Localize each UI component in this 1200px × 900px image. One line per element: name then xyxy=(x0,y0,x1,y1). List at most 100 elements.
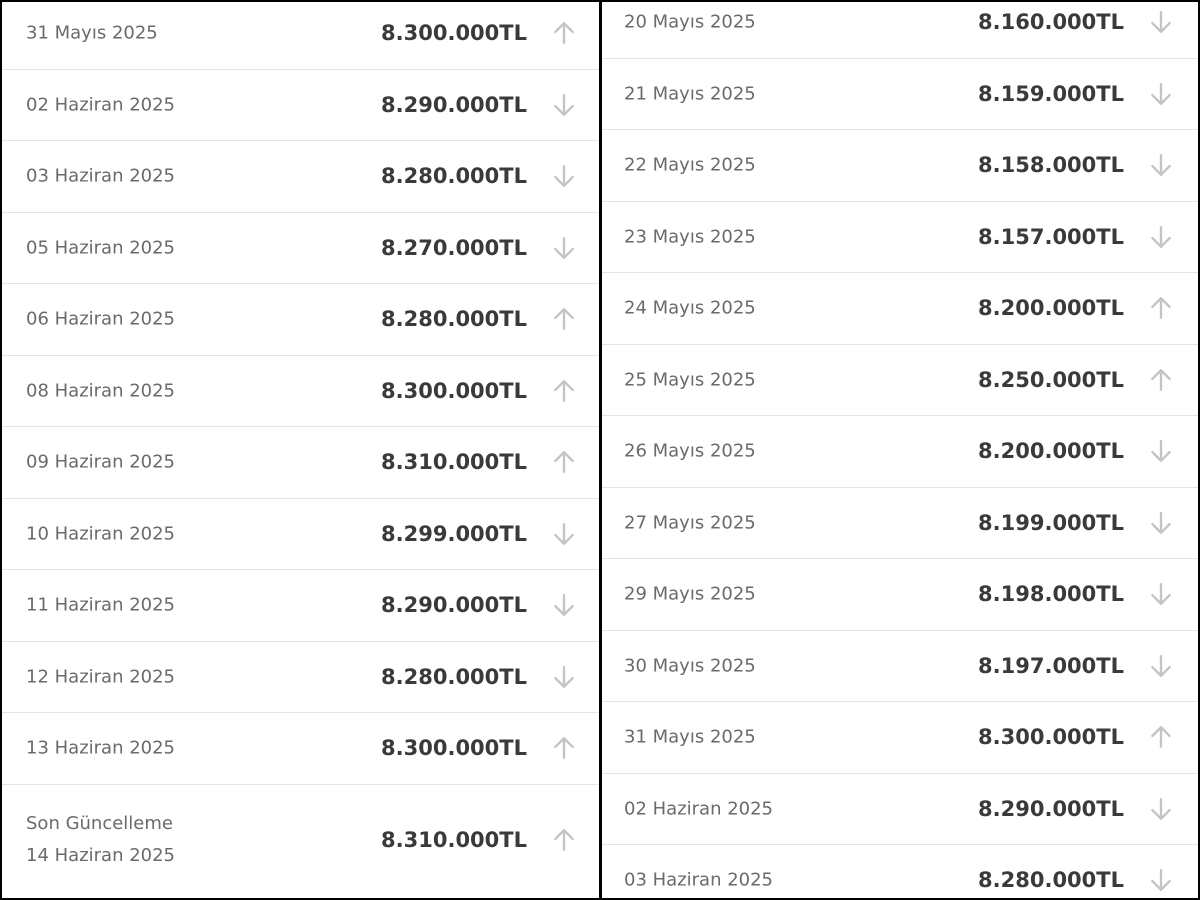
price-row: 08 Haziran 2025 8.300.000TL xyxy=(2,356,599,427)
price-row: 24 Mayıs 2025 8.200.000TL xyxy=(602,273,1198,345)
row-date: 03 Haziran 2025 xyxy=(624,869,774,891)
row-price: 8.199.000TL xyxy=(978,510,1124,535)
right-price-list: 20 Mayıs 2025 8.160.000TL 21 Mayıs 2025 8.1… xyxy=(602,2,1198,898)
price-row: 13 Haziran 2025 8.300.000TL xyxy=(2,713,599,785)
arrow-up-icon xyxy=(551,20,577,46)
row-date: 11 Haziran 2025 xyxy=(26,594,176,616)
arrow-up-icon xyxy=(551,735,577,761)
price-row: 05 Haziran 2025 8.270.000TL xyxy=(2,213,599,284)
row-price: 8.160.000TL xyxy=(978,10,1124,35)
price-row: 23 Mayıs 2025 8.157.000TL xyxy=(602,202,1198,273)
price-row: 10 Haziran 2025 8.299.000TL xyxy=(2,499,599,570)
arrow-up-icon xyxy=(551,306,577,332)
arrow-down-icon xyxy=(1148,438,1174,464)
row-date: 10 Haziran 2025 xyxy=(26,523,176,545)
price-row: 31 Mayıs 2025 8.300.000TL xyxy=(602,702,1198,774)
price-row: 25 Mayıs 2025 8.250.000TL xyxy=(602,345,1198,416)
row-date: 29 Mayıs 2025 xyxy=(624,583,756,605)
arrow-up-icon xyxy=(551,827,577,853)
arrow-down-icon xyxy=(1148,796,1174,822)
row-price: 8.200.000TL xyxy=(978,439,1124,464)
row-price: 8.200.000TL xyxy=(978,296,1124,321)
row-price: 8.300.000TL xyxy=(381,378,527,403)
price-row: 06 Haziran 2025 8.280.000TL xyxy=(2,284,599,356)
arrow-down-icon xyxy=(551,92,577,118)
right-price-list-panel: 20 Mayıs 2025 8.160.000TL 21 Mayıs 2025 8.1… xyxy=(602,2,1198,898)
price-row: 02 Haziran 2025 8.290.000TL xyxy=(602,774,1198,845)
row-date: 31 Mayıs 2025 xyxy=(624,726,756,748)
row-price: 8.280.000TL xyxy=(381,664,527,689)
arrow-up-icon xyxy=(1148,367,1174,393)
arrow-down-icon xyxy=(551,235,577,261)
row-price: 8.300.000TL xyxy=(381,736,527,761)
price-row: 31 Mayıs 2025 8.300.000TL xyxy=(2,2,599,70)
row-date: 02 Haziran 2025 xyxy=(624,798,774,820)
row-price: 8.198.000TL xyxy=(978,582,1124,607)
row-price: 8.157.000TL xyxy=(978,224,1124,249)
last-update-row: Son Güncelleme 14 Haziran 2025 8.310.000TL xyxy=(2,785,599,895)
row-date: 21 Mayıs 2025 xyxy=(624,83,756,105)
row-price: 8.280.000TL xyxy=(381,164,527,189)
price-row: 20 Mayıs 2025 8.160.000TL xyxy=(602,2,1198,59)
arrow-down-icon xyxy=(1148,9,1174,35)
row-date: 03 Haziran 2025 xyxy=(26,165,176,187)
row-price: 8.310.000TL xyxy=(381,450,527,475)
arrow-up-icon xyxy=(1148,295,1174,321)
price-row: 22 Mayıs 2025 8.158.000TL xyxy=(602,130,1198,202)
row-price: 8.280.000TL xyxy=(381,307,527,332)
arrow-down-icon xyxy=(1148,581,1174,607)
row-date: 23 Mayıs 2025 xyxy=(624,226,756,248)
row-price: 8.310.000TL xyxy=(381,827,527,852)
arrow-down-icon xyxy=(1148,867,1174,893)
row-price: 8.290.000TL xyxy=(978,796,1124,821)
arrow-down-icon xyxy=(551,521,577,547)
arrow-up-icon xyxy=(551,378,577,404)
price-row: 03 Haziran 2025 8.280.000TL xyxy=(2,141,599,213)
arrow-down-icon xyxy=(1148,653,1174,679)
row-price: 8.290.000TL xyxy=(381,593,527,618)
row-date: 24 Mayıs 2025 xyxy=(624,297,756,319)
arrow-up-icon xyxy=(551,449,577,475)
price-row: 09 Haziran 2025 8.310.000TL xyxy=(2,427,599,499)
row-date: 06 Haziran 2025 xyxy=(26,308,176,330)
row-date: 13 Haziran 2025 xyxy=(26,737,176,759)
row-date: 20 Mayıs 2025 xyxy=(624,11,756,33)
price-row: 02 Haziran 2025 8.290.000TL xyxy=(2,70,599,141)
row-price: 8.299.000TL xyxy=(381,521,527,546)
price-row: 03 Haziran 2025 8.280.000TL xyxy=(602,845,1198,898)
left-price-list: 31 Mayıs 2025 8.300.000TL 02 Haziran 2025 8… xyxy=(2,2,599,895)
arrow-down-icon xyxy=(551,592,577,618)
row-price: 8.158.000TL xyxy=(978,153,1124,178)
last-update-date: 14 Haziran 2025 xyxy=(26,844,176,866)
row-date: 26 Mayıs 2025 xyxy=(624,440,756,462)
arrow-down-icon xyxy=(1148,510,1174,536)
row-date: 09 Haziran 2025 xyxy=(26,451,176,473)
row-price: 8.280.000TL xyxy=(978,868,1124,893)
row-price: 8.290.000TL xyxy=(381,92,527,117)
arrow-down-icon xyxy=(1148,81,1174,107)
row-date: 02 Haziran 2025 xyxy=(26,94,176,116)
price-row: 30 Mayıs 2025 8.197.000TL xyxy=(602,631,1198,702)
row-price: 8.270.000TL xyxy=(381,235,527,260)
row-price: 8.159.000TL xyxy=(978,81,1124,106)
price-row: 21 Mayıs 2025 8.159.000TL xyxy=(602,59,1198,130)
row-date: 25 Mayıs 2025 xyxy=(624,369,756,391)
arrow-down-icon xyxy=(551,664,577,690)
price-row: 29 Mayıs 2025 8.198.000TL xyxy=(602,559,1198,631)
arrow-down-icon xyxy=(1148,152,1174,178)
price-row: 11 Haziran 2025 8.290.000TL xyxy=(2,570,599,642)
arrow-up-icon xyxy=(1148,724,1174,750)
row-date: 31 Mayıs 2025 xyxy=(26,22,158,44)
row-price: 8.300.000TL xyxy=(381,21,527,46)
left-price-list-panel: 31 Mayıs 2025 8.300.000TL 02 Haziran 2025 8… xyxy=(2,2,599,898)
last-update-date-block: Son Güncelleme 14 Haziran 2025 xyxy=(26,808,175,872)
row-date: 05 Haziran 2025 xyxy=(26,237,176,259)
arrow-down-icon xyxy=(551,163,577,189)
row-price: 8.250.000TL xyxy=(978,367,1124,392)
row-price: 8.300.000TL xyxy=(978,725,1124,750)
price-row: 12 Haziran 2025 8.280.000TL xyxy=(2,642,599,713)
row-date: 12 Haziran 2025 xyxy=(26,666,176,688)
row-date: 22 Mayıs 2025 xyxy=(624,154,756,176)
row-date: 30 Mayıs 2025 xyxy=(624,655,756,677)
arrow-down-icon xyxy=(1148,224,1174,250)
